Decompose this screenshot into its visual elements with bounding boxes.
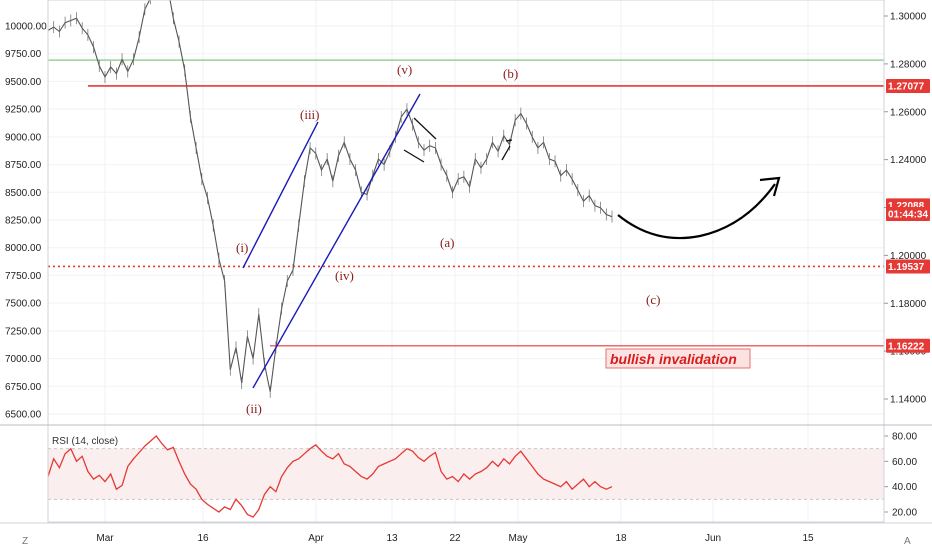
left-tick-label: 8500.00: [5, 188, 42, 199]
left-tick-label: 10000.00: [5, 22, 47, 33]
wave-label: (a): [440, 235, 454, 250]
rsi-title: RSI (14, close): [52, 436, 118, 447]
x-tick-label: 18: [615, 533, 627, 544]
wave-labels: (i) (ii) (iii) (iv) (v) (a) (b) (c): [236, 62, 660, 416]
corner-right-label[interactable]: A: [904, 536, 911, 547]
right-tick-label: 1.28000: [890, 59, 927, 70]
right-tick-label: 1.18000: [890, 299, 927, 310]
drawings[interactable]: bullish invalidation: [242, 93, 781, 389]
rsi-tick-label: 40.00: [892, 482, 917, 493]
left-tick-label: 9000.00: [5, 132, 42, 143]
x-tick-label: Jun: [705, 533, 721, 544]
right-tick-label: 1.20000: [890, 251, 927, 262]
price-badge: [886, 206, 930, 221]
wave-label: (i): [236, 240, 248, 255]
x-tick-label: Apr: [308, 533, 324, 544]
price-badge: [886, 78, 930, 93]
left-tick-label: 7500.00: [5, 299, 42, 310]
price-badge-label: 1.22088: [888, 201, 925, 212]
flag-line-2: [505, 139, 513, 142]
trendline-ii-v: [252, 93, 421, 389]
price-line: [47, 0, 613, 392]
corner-left-label[interactable]: Z: [22, 536, 28, 547]
left-tick-label: 7750.00: [5, 271, 42, 282]
rsi-band: [48, 448, 884, 500]
left-tick-label: 7250.00: [5, 326, 42, 337]
x-tick-label: 13: [386, 533, 398, 544]
projection-curve: [617, 183, 776, 240]
projection-arrowhead: [759, 176, 781, 197]
right-tick-label: 1.26000: [890, 107, 927, 118]
left-tick-label: 6500.00: [5, 410, 42, 421]
wave-label: (v): [397, 62, 412, 77]
annotation-box: [605, 348, 751, 369]
wave-label: (ii): [246, 401, 262, 416]
rsi-tick-label: 80.00: [892, 432, 917, 443]
left-tick-label: 7000.00: [5, 354, 42, 365]
left-tick-label: 9250.00: [5, 105, 42, 116]
plot-frame: [47, 0, 885, 523]
price-series: [47, 0, 613, 398]
horizontal-levels[interactable]: [48, 59, 884, 347]
left-tick-label: 9750.00: [5, 49, 42, 60]
annotation-text: bullish invalidation: [610, 351, 737, 367]
trendline-i-iii: [242, 121, 319, 269]
x-tick-label: Mar: [96, 533, 114, 544]
price-badge-label: 1.16222: [888, 341, 925, 352]
flag-line-1: [501, 145, 511, 161]
grid-lines: [48, 0, 884, 522]
left-tick-label: 9500.00: [5, 77, 42, 88]
left-tick-label: 6750.00: [5, 382, 42, 393]
rsi-tick-label: 60.00: [892, 457, 917, 468]
x-tick-label: May: [509, 533, 528, 544]
price-badge-label: 1.27077: [888, 81, 925, 92]
rsi-tick-label: 20.00: [892, 508, 917, 519]
wave-label: (c): [646, 292, 660, 307]
left-tick-label: 8750.00: [5, 160, 42, 171]
price-badge-label: 1.19537: [888, 262, 925, 273]
x-tick-label: 15: [802, 533, 814, 544]
left-tick-label: 8250.00: [5, 216, 42, 227]
rsi-line: [47, 435, 613, 518]
wave-label: (b): [503, 66, 518, 81]
price-badge: [886, 259, 930, 274]
triangle-line-lower: [403, 149, 425, 163]
price-badge: [886, 338, 930, 353]
triangle-line-upper: [413, 117, 437, 140]
left-tick-label: 8000.00: [5, 243, 42, 254]
x-tick-label: 22: [449, 533, 461, 544]
price-badge-label: 01:44:34: [888, 209, 928, 220]
rsi-pane: 80.00 60.00 40.00 20.00: [47, 432, 917, 519]
right-tick-label: 1.24000: [890, 155, 927, 166]
wave-label: (iii): [300, 107, 320, 122]
wave-label: (iv): [335, 268, 354, 283]
right-tick-label: 1.14000: [890, 395, 927, 406]
right-tick-label: 1.30000: [890, 12, 927, 23]
x-tick-label: 16: [197, 533, 209, 544]
